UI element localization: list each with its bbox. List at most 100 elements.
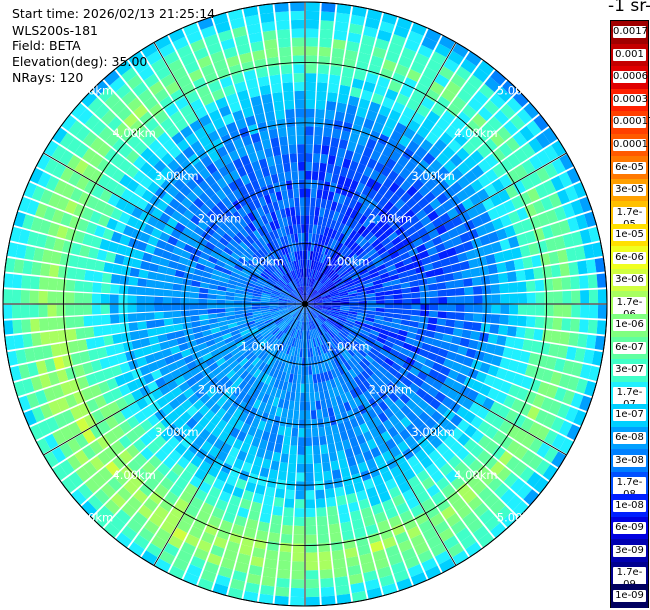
ppi-cell bbox=[219, 375, 230, 386]
ppi-cell bbox=[122, 341, 134, 352]
ppi-cell bbox=[539, 342, 551, 355]
ppi-cell bbox=[368, 267, 378, 275]
ppi-cell bbox=[186, 259, 198, 268]
ppi-cell bbox=[168, 59, 184, 73]
ppi-cell bbox=[421, 256, 432, 266]
ppi-cell bbox=[313, 304, 323, 306]
ppi-cell bbox=[242, 300, 252, 304]
ppi-cell bbox=[262, 393, 270, 404]
ppi-cell bbox=[349, 298, 359, 302]
ppi-cell bbox=[269, 306, 279, 310]
ppi-cell bbox=[179, 172, 192, 185]
ppi-cell bbox=[479, 211, 492, 224]
ppi-cell bbox=[362, 257, 372, 266]
ppi-cell bbox=[316, 337, 321, 347]
ppi-cell bbox=[98, 126, 113, 142]
ppi-cell bbox=[504, 370, 516, 383]
ppi-cell bbox=[354, 453, 365, 465]
ppi-cell bbox=[168, 145, 182, 159]
ppi-cell bbox=[245, 247, 255, 257]
ppi-cell bbox=[420, 233, 432, 244]
ppi-cell bbox=[333, 262, 341, 271]
ppi-cell bbox=[21, 319, 32, 333]
ppi-cell bbox=[216, 528, 231, 541]
ring-label: 3.00km bbox=[411, 425, 454, 439]
ppi-cell bbox=[192, 185, 204, 197]
ppi-cell bbox=[200, 276, 211, 284]
ppi-cell bbox=[193, 197, 205, 209]
ppi-cell bbox=[87, 97, 104, 114]
ppi-cell bbox=[290, 292, 299, 299]
ppi-cell bbox=[238, 257, 248, 266]
ppi-cell bbox=[170, 89, 185, 103]
ppi-cell bbox=[331, 173, 340, 184]
ppi-cell bbox=[305, 437, 312, 447]
ppi-cell bbox=[165, 81, 180, 95]
ppi-cell bbox=[164, 325, 175, 334]
ppi-cell bbox=[412, 259, 424, 268]
ppi-cell bbox=[393, 569, 410, 583]
ppi-cell bbox=[44, 358, 56, 373]
ppi-cell bbox=[281, 190, 288, 200]
ppi-cell bbox=[495, 203, 508, 217]
ppi-cell bbox=[154, 319, 165, 328]
ppi-cell bbox=[474, 393, 487, 406]
ppi-cell bbox=[398, 481, 411, 494]
azimuth-spoke bbox=[153, 42, 306, 305]
ppi-cell bbox=[397, 440, 409, 453]
ppi-cell bbox=[200, 502, 214, 515]
ppi-cell bbox=[322, 265, 330, 275]
ppi-cell bbox=[493, 345, 505, 357]
ppi-cell bbox=[412, 340, 424, 349]
ppi-cell bbox=[397, 246, 408, 256]
ppi-cell bbox=[51, 446, 67, 463]
ppi-cell bbox=[491, 148, 506, 163]
ppi-cell bbox=[374, 315, 384, 321]
ppi-cell bbox=[370, 150, 382, 162]
ppi-cell bbox=[356, 106, 368, 118]
ppi-cell bbox=[154, 408, 167, 421]
ppi-cell bbox=[252, 388, 261, 399]
ppi-cell bbox=[99, 357, 111, 370]
ppi-cell bbox=[514, 164, 528, 179]
ppi-cell bbox=[250, 556, 264, 568]
ppi-cell bbox=[75, 125, 91, 142]
ppi-cell bbox=[336, 318, 346, 324]
ppi-cell bbox=[168, 565, 185, 580]
ppi-cell bbox=[360, 89, 373, 102]
ppi-cell bbox=[233, 351, 243, 360]
ppi-cell bbox=[67, 154, 82, 170]
ppi-cell bbox=[290, 206, 296, 217]
ppi-cell bbox=[291, 561, 305, 571]
ppi-cell bbox=[352, 366, 361, 376]
ppi-cell bbox=[171, 304, 181, 311]
ppi-cell bbox=[272, 146, 281, 157]
ppi-cell bbox=[445, 125, 459, 139]
ppi-cell bbox=[289, 337, 294, 347]
ppi-cell bbox=[91, 120, 107, 136]
ppi-cell bbox=[298, 321, 302, 330]
ppi-cell bbox=[210, 50, 225, 64]
ppi-cell bbox=[216, 200, 227, 212]
ppi-cell bbox=[266, 119, 277, 131]
ppi-cell bbox=[577, 260, 588, 275]
ppi-cell bbox=[346, 348, 356, 357]
ppi-cell bbox=[348, 198, 358, 209]
ppi-cell bbox=[358, 332, 369, 340]
ppi-cell bbox=[227, 279, 238, 286]
ppi-cell bbox=[226, 55, 240, 68]
ppi-cell bbox=[443, 358, 455, 369]
ppi-cell bbox=[505, 409, 519, 424]
ppi-cell bbox=[482, 198, 495, 211]
ppi-cell bbox=[142, 132, 156, 147]
ppi-cell bbox=[366, 109, 378, 122]
ppi-cell bbox=[229, 225, 240, 235]
ppi-cell bbox=[436, 192, 449, 205]
ppi-cell bbox=[174, 191, 186, 203]
ppi-cell bbox=[365, 17, 380, 30]
ppi-cell bbox=[321, 294, 331, 299]
ppi-cell bbox=[53, 238, 65, 252]
ppi-cell bbox=[314, 337, 319, 347]
ppi-cell bbox=[393, 25, 410, 39]
ppi-cell bbox=[459, 365, 471, 376]
